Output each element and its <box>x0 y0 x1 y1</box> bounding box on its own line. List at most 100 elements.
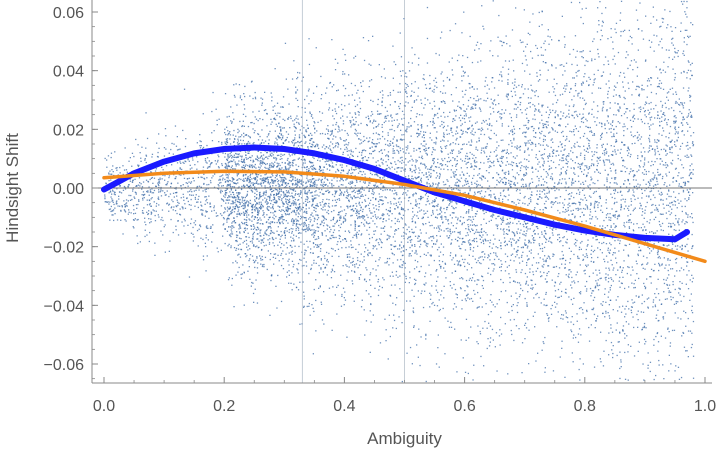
data-point <box>509 180 512 182</box>
data-point <box>409 277 411 279</box>
data-point <box>608 219 610 221</box>
data-point <box>396 119 398 121</box>
data-point <box>663 244 665 246</box>
data-point <box>527 318 529 321</box>
data-point <box>545 121 548 123</box>
data-point <box>110 196 112 198</box>
data-point <box>489 299 491 301</box>
data-point <box>543 162 545 164</box>
data-point <box>382 218 384 220</box>
data-point <box>364 206 367 208</box>
data-point <box>532 130 535 132</box>
data-point <box>228 173 230 175</box>
data-point <box>220 198 223 200</box>
data-point <box>200 140 202 143</box>
data-point <box>528 102 530 104</box>
data-point <box>597 279 599 281</box>
data-point <box>547 124 549 126</box>
data-point <box>425 166 427 168</box>
data-point <box>262 179 264 181</box>
data-point <box>520 256 523 258</box>
data-point <box>484 191 487 193</box>
data-point <box>250 156 252 159</box>
data-point <box>582 363 584 365</box>
data-point <box>490 196 492 198</box>
data-point <box>297 206 299 208</box>
data-point <box>157 156 159 158</box>
data-point <box>146 199 148 201</box>
data-point <box>362 215 364 217</box>
data-point <box>585 253 588 255</box>
data-point <box>555 167 557 169</box>
data-point <box>482 128 484 131</box>
data-point <box>112 201 114 203</box>
data-point <box>507 73 510 75</box>
data-point <box>345 146 348 148</box>
data-point <box>530 249 532 251</box>
data-point <box>496 225 498 228</box>
data-point <box>657 114 659 116</box>
data-point <box>378 64 380 66</box>
data-point <box>559 356 561 358</box>
data-point <box>152 209 154 211</box>
data-point <box>328 202 330 205</box>
data-point <box>348 260 350 262</box>
data-point <box>612 309 614 311</box>
data-point <box>524 195 526 198</box>
data-point <box>148 186 150 188</box>
data-point <box>200 176 202 178</box>
data-point <box>515 7 517 9</box>
data-point <box>539 131 541 134</box>
data-point <box>558 221 560 223</box>
data-point <box>316 223 318 225</box>
data-point <box>569 219 571 221</box>
data-point <box>648 126 650 128</box>
data-point <box>577 281 579 283</box>
data-point <box>229 207 231 209</box>
data-point <box>276 142 278 144</box>
data-point <box>239 120 241 123</box>
data-point <box>672 243 674 245</box>
data-point <box>255 188 258 190</box>
data-point <box>260 195 262 197</box>
data-point <box>225 202 227 204</box>
data-point <box>278 209 280 211</box>
data-point <box>399 147 401 149</box>
data-point <box>322 158 324 160</box>
data-point <box>395 229 397 231</box>
data-point <box>490 138 492 140</box>
data-point <box>488 267 490 269</box>
data-point <box>245 239 248 242</box>
data-point <box>343 304 345 306</box>
data-point <box>392 327 394 329</box>
data-point <box>574 216 576 219</box>
data-point <box>546 314 549 316</box>
data-point <box>470 199 472 201</box>
data-point <box>566 83 568 85</box>
data-point <box>637 155 639 157</box>
data-point <box>132 179 134 182</box>
data-point <box>272 208 274 210</box>
data-point <box>669 88 671 90</box>
data-point <box>246 180 248 182</box>
data-point <box>245 134 248 136</box>
data-point <box>545 126 547 128</box>
data-point <box>278 169 280 171</box>
data-point <box>508 173 510 175</box>
data-point <box>427 99 429 101</box>
data-point <box>522 132 524 134</box>
data-point <box>386 168 388 170</box>
data-point <box>604 227 606 229</box>
data-point <box>215 212 217 214</box>
data-point <box>462 130 464 132</box>
data-point <box>671 87 674 89</box>
data-point <box>270 92 272 94</box>
data-point <box>437 183 439 186</box>
data-point <box>584 269 586 271</box>
data-point <box>665 173 667 175</box>
data-point <box>334 294 336 296</box>
data-point <box>358 215 360 218</box>
data-point <box>537 267 539 270</box>
data-point <box>240 238 242 240</box>
data-point <box>472 300 474 302</box>
